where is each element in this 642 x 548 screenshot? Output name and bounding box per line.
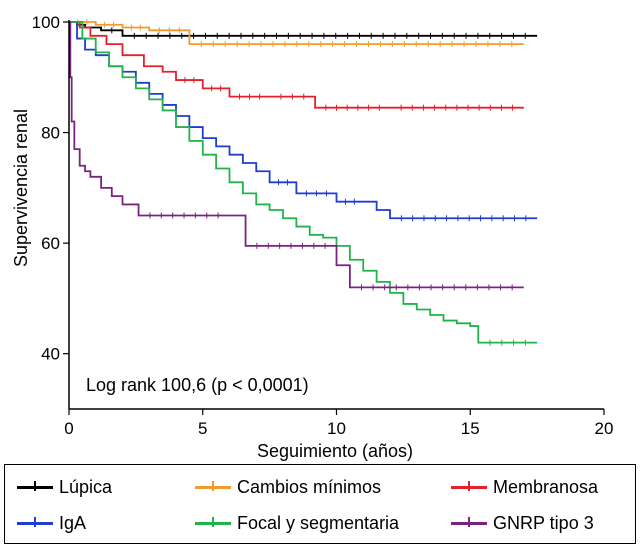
legend-label: Focal y segmentaria — [237, 512, 400, 533]
x-tick-label: 5 — [198, 419, 207, 438]
legend-label: Lúpica — [59, 476, 113, 497]
censor-marks — [111, 27, 526, 39]
series-line — [69, 21, 538, 37]
legend-label: Membranosa — [493, 476, 599, 497]
series-line — [69, 21, 538, 344]
legend-item-lupica: Lúpica — [17, 475, 112, 499]
legend: Lúpica Cambios mínimos Membranosa IgA Fo… — [4, 464, 636, 544]
series-line — [69, 21, 538, 220]
survival-chart: 40 60 80 100 0 5 10 15 20 Supervivencia renal Se… — [11, 13, 614, 461]
legend-item-membranosa: Membranosa — [451, 475, 598, 499]
series-line — [69, 21, 524, 109]
censor-marks — [77, 19, 513, 48]
censor-marks — [149, 212, 513, 291]
legend-label: Cambios mínimos — [237, 476, 382, 497]
legend-swatch — [451, 516, 487, 530]
y-tick-label: 40 — [41, 345, 60, 364]
y-tick-label: 100 — [32, 13, 60, 32]
series-line — [69, 21, 524, 46]
x-tick-label: 15 — [461, 419, 480, 438]
legend-item-focal-segmentaria: Focal y segmentaria — [195, 511, 399, 535]
x-axis-title: Seguimiento (años) — [257, 441, 413, 461]
legend-label: IgA — [59, 512, 87, 533]
legend-item-gnrp-tipo-3: GNRP tipo 3 — [451, 511, 594, 535]
legend-swatch — [451, 480, 487, 494]
x-tick-label: 0 — [64, 419, 73, 438]
y-axis-title: Supervivencia renal — [11, 109, 31, 267]
censor-marks — [489, 339, 526, 346]
y-tick-label: 80 — [41, 124, 60, 143]
axes-layer: 40 60 80 100 0 5 10 15 20 — [32, 13, 614, 438]
legend-item-cambios-minimos: Cambios mínimos — [195, 475, 381, 499]
legend-item-iga: IgA — [17, 511, 86, 535]
censor-marks — [184, 77, 514, 111]
log-rank-annotation: Log rank 100,6 (p < 0,0001) — [86, 375, 309, 395]
legend-swatch — [17, 480, 53, 494]
y-tick-label: 60 — [41, 234, 60, 253]
legend-swatch — [195, 480, 231, 494]
legend-swatch — [195, 516, 231, 530]
x-tick-label: 10 — [327, 419, 346, 438]
censor-marks — [278, 179, 527, 222]
series-line — [69, 21, 524, 289]
legend-label: GNRP tipo 3 — [493, 512, 594, 533]
x-tick-label: 20 — [595, 419, 614, 438]
series-layer — [69, 19, 538, 346]
legend-swatch — [17, 516, 53, 530]
